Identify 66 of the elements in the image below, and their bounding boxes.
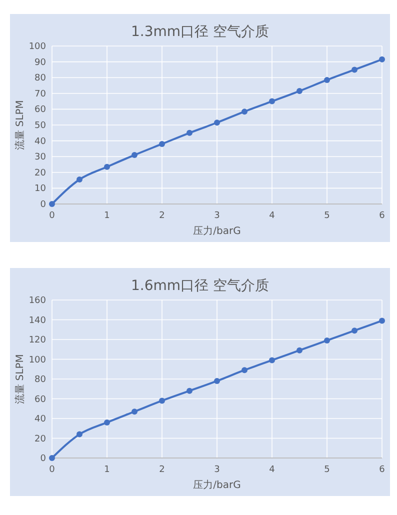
point (49, 201, 55, 207)
point (76, 176, 82, 183)
point (104, 164, 110, 170)
x-tick-label: 2 (159, 465, 165, 475)
y-tick-label: 160 (28, 296, 46, 306)
point (49, 455, 55, 461)
y-tick-label: 30 (34, 152, 46, 163)
point (296, 347, 302, 354)
y-axis-title: 流量 SLPM (14, 354, 26, 404)
y-tick-label: 100 (28, 42, 46, 52)
point (379, 56, 385, 62)
point (76, 431, 82, 438)
point (352, 66, 358, 73)
x-axis-title: 压力/barG (193, 225, 241, 237)
point (324, 76, 330, 83)
y-tick-label: 80 (34, 375, 46, 385)
point (104, 419, 110, 426)
y-tick-label: 40 (34, 414, 46, 424)
y-tick-label: 100 (28, 355, 46, 366)
y-tick-label: 140 (28, 316, 46, 326)
point (269, 98, 275, 104)
y-tick-label: 20 (34, 434, 46, 444)
x-tick-label: 3 (214, 465, 220, 475)
x-tick-label: 0 (49, 211, 56, 221)
x-tick-label: 3 (214, 211, 220, 221)
chart-title: 1.3mm口径 空气介质 (131, 24, 269, 40)
y-tick-label: 120 (28, 336, 46, 346)
x-tick-label: 4 (269, 211, 276, 221)
y-axis-title: 流量 SLPM (14, 100, 26, 150)
point (269, 357, 275, 364)
point (214, 378, 220, 384)
point (379, 318, 385, 324)
x-tick-label: 5 (324, 465, 330, 475)
chart-title: 1.6mm口径 空气介质 (131, 278, 269, 294)
y-tick-label: 0 (40, 200, 46, 210)
x-tick-label: 2 (159, 211, 165, 221)
y-tick-label: 80 (34, 74, 46, 84)
x-tick-label: 1 (104, 465, 110, 475)
x-axis-title: 压力/barG (193, 479, 241, 491)
point (132, 152, 138, 158)
y-tick-label: 70 (34, 89, 46, 100)
point (186, 130, 192, 136)
y-tick-label: 60 (34, 394, 46, 405)
y-tick-label: 90 (34, 58, 46, 68)
point (159, 140, 165, 147)
x-tick-label: 5 (324, 211, 330, 221)
y-tick-label: 50 (34, 121, 46, 131)
point (352, 328, 358, 334)
point (214, 120, 220, 126)
point (159, 398, 165, 404)
x-tick-label: 6 (379, 211, 386, 221)
point (242, 108, 248, 115)
point (324, 337, 330, 344)
point (186, 388, 192, 394)
y-tick-label: 20 (34, 168, 46, 178)
point (242, 367, 248, 374)
point (132, 408, 138, 415)
point (296, 88, 302, 94)
y-tick-label: 60 (34, 105, 46, 116)
y-tick-label: 0 (40, 454, 46, 464)
y-tick-label: 10 (34, 184, 46, 194)
x-tick-label: 4 (269, 465, 276, 475)
x-tick-label: 6 (379, 465, 386, 475)
y-tick-label: 40 (34, 136, 46, 147)
x-tick-label: 0 (49, 465, 56, 475)
x-tick-label: 1 (104, 211, 110, 221)
